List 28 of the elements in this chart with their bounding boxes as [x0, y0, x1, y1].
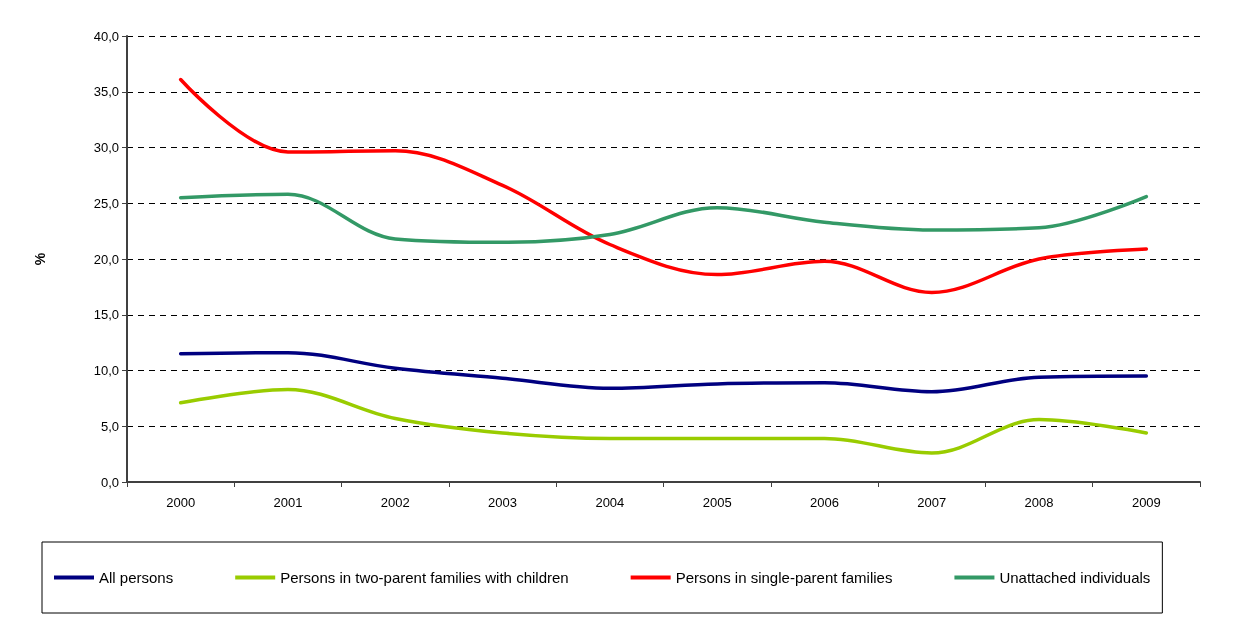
y-tick-label: 15,0	[93, 307, 119, 323]
y-tick-label: 25,0	[93, 195, 119, 211]
x-tick-label: 2005	[702, 495, 732, 510]
line-series	[178, 387, 1149, 455]
y-tick-label: 0,0	[100, 474, 119, 490]
line-series	[178, 192, 1149, 245]
legend-label: Persons in two-parent families with children	[280, 569, 569, 586]
y-tick-label: 5,0	[100, 418, 119, 434]
line-series	[178, 350, 1149, 394]
x-tick-label: 2004	[595, 495, 625, 510]
x-tick-label: 2007	[917, 495, 947, 510]
x-tick-label: 2008	[1024, 495, 1054, 510]
y-axis-title: %	[32, 252, 48, 266]
x-tick-label: 2002	[380, 495, 410, 510]
x-tick-label: 2009	[1131, 495, 1161, 510]
y-tick-label: 35,0	[93, 84, 119, 100]
legend-label: Persons in single-parent families	[675, 569, 893, 586]
x-tick-label: 2006	[809, 495, 839, 510]
y-tick-label: 30,0	[93, 140, 119, 155]
line-series	[178, 77, 1149, 295]
y-tick-label: 10,0	[93, 363, 119, 378]
legend-label: Unattached individuals	[999, 569, 1151, 586]
x-tick-label: 2003	[488, 495, 518, 510]
y-tick-label: 40,0	[93, 28, 119, 44]
y-tick-label: 20,0	[93, 251, 119, 267]
x-tick-label: 2000	[166, 495, 196, 510]
x-tick-label: 2001	[273, 495, 303, 510]
legend-label: All persons	[99, 569, 174, 586]
